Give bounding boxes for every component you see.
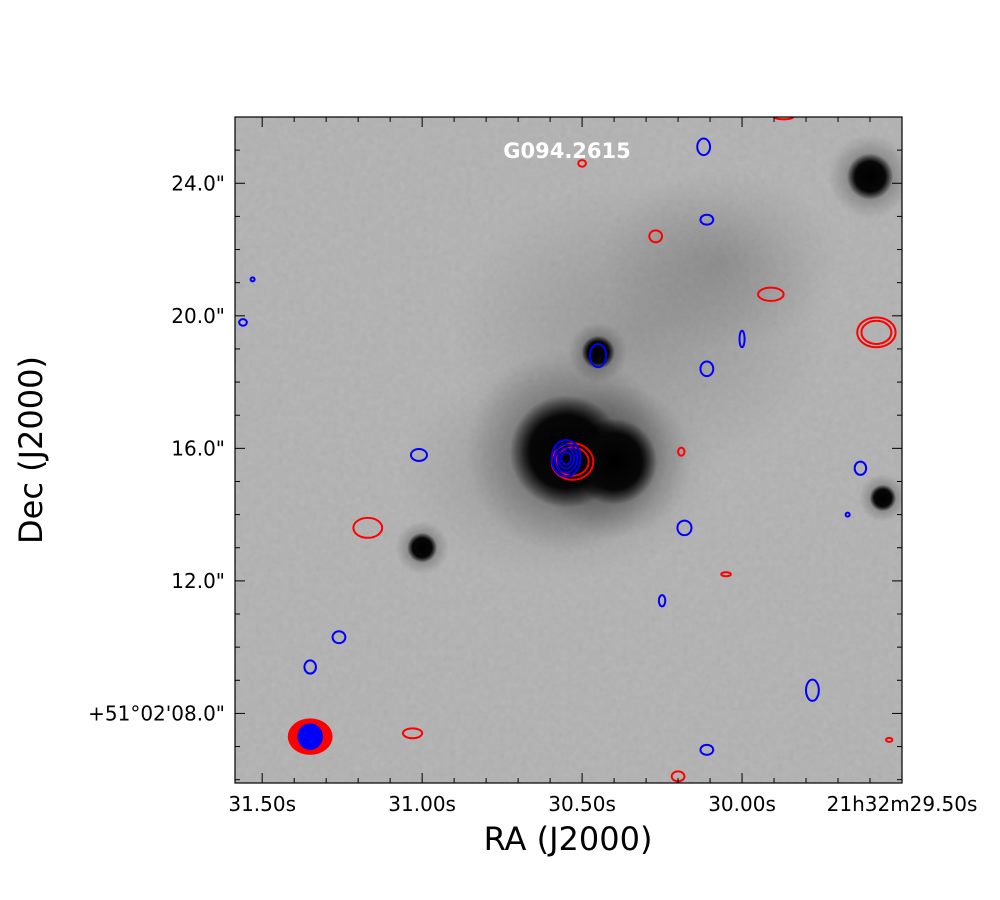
blue-contour xyxy=(805,678,820,702)
red-contour xyxy=(677,446,686,457)
contour-overlays xyxy=(238,117,897,783)
field-title: G094.2615 xyxy=(503,139,631,163)
source-star-northwest xyxy=(846,153,894,200)
blue-contour xyxy=(560,451,572,466)
blue-contour xyxy=(738,329,746,349)
diffuse-emission-patch xyxy=(600,170,840,350)
blue-contour xyxy=(853,460,868,476)
source-knot-north xyxy=(581,335,615,369)
red-contour xyxy=(720,571,732,578)
y-tick-label: 12.0" xyxy=(171,569,225,593)
blue-contour xyxy=(238,318,248,327)
blue-contour xyxy=(589,342,608,369)
source-star-south xyxy=(407,532,438,563)
x-tick-label: 21h32m29.50s xyxy=(827,792,978,816)
axis-ticks xyxy=(235,116,903,783)
red-contour xyxy=(885,736,894,743)
blue-contour xyxy=(844,511,851,518)
x-tick-label: 31.50s xyxy=(228,792,296,816)
red-contour xyxy=(757,286,785,302)
y-tick-label: 16.0" xyxy=(171,436,225,460)
x-tick-label: 30.50s xyxy=(548,792,616,816)
x-tick-label: 31.00s xyxy=(388,792,456,816)
blue-contour xyxy=(331,630,347,645)
red-contour xyxy=(648,229,664,244)
blue-contour xyxy=(696,137,712,157)
red-contour xyxy=(773,117,795,121)
x-axis-title: RA (J2000) xyxy=(484,820,653,858)
plot-frame xyxy=(234,116,903,784)
blue-contour xyxy=(553,443,579,474)
beam-ellipses xyxy=(287,718,333,755)
source-star-west xyxy=(869,484,897,512)
blue-contour xyxy=(550,439,582,478)
axis-tick-labels: 31.50s 31.00s 30.50s 30.00s 21h32m29.50s +51°… xyxy=(88,171,977,816)
y-tick-label: 24.0" xyxy=(171,171,225,195)
blue-contour xyxy=(699,743,715,756)
blue-contour xyxy=(409,448,428,462)
blue-contour xyxy=(699,360,715,378)
y-axis-title: Dec (J2000) xyxy=(12,356,50,544)
blue-contour xyxy=(557,447,576,470)
red-contour xyxy=(577,159,587,168)
red-contour xyxy=(401,727,424,740)
blue-contour xyxy=(699,213,715,226)
y-tick-label: 20.0" xyxy=(171,304,225,328)
blue-contour xyxy=(249,276,256,283)
blue-beam xyxy=(297,723,323,750)
blue-contour xyxy=(303,659,317,675)
blue-contour xyxy=(657,594,667,608)
image-panel xyxy=(235,117,902,783)
red-contour xyxy=(352,516,384,539)
blue-contour xyxy=(676,519,693,537)
red-contour xyxy=(856,316,897,349)
red-contour xyxy=(860,319,893,346)
x-tick-label: 30.00s xyxy=(708,792,776,816)
y-tick-label: +51°02'08.0" xyxy=(88,701,225,725)
source-companion-source xyxy=(571,418,658,505)
